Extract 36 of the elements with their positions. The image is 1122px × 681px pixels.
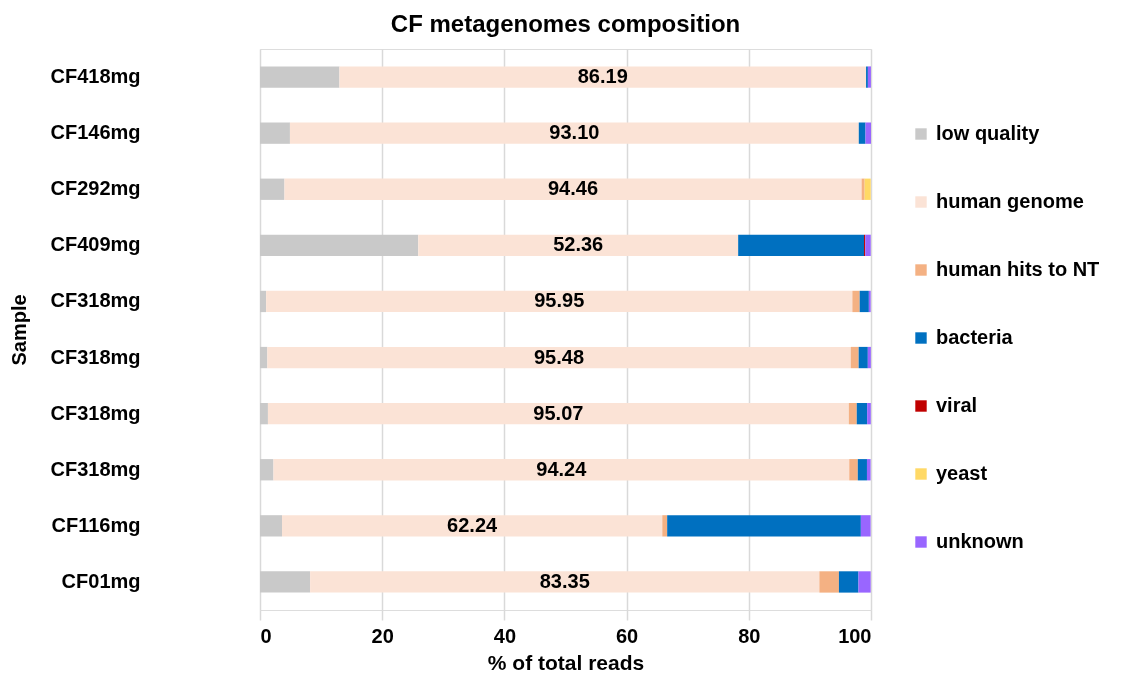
y-tick-label: CF116mg: [51, 513, 141, 536]
data-label: 94.46: [547, 177, 599, 200]
legend-label: viral: [936, 394, 978, 416]
y-axis-title: Sample: [7, 294, 30, 366]
legend-label: human hits to NT: [936, 258, 1100, 280]
y-tick-label: CF318mg: [50, 345, 141, 368]
y-tick-label: CF418mg: [50, 65, 141, 88]
legend-label: yeast: [936, 462, 988, 484]
data-label: 95.95: [534, 289, 585, 312]
data-label: 52.36: [553, 233, 604, 256]
legend-label: human genome: [936, 190, 1084, 212]
y-tick-label: CF146mg: [50, 121, 141, 144]
data-label: 93.10: [549, 121, 600, 144]
data-label: 83.35: [539, 569, 590, 592]
x-tick-label: 40: [493, 624, 517, 647]
y-tick-label: CF01mg: [61, 569, 141, 592]
legend-label: low quality: [936, 122, 1041, 144]
data-label: 86.19: [577, 65, 628, 88]
x-axis-title: % of total reads: [487, 650, 645, 674]
x-tick-label: 80: [738, 624, 761, 647]
y-tick-label: CF409mg: [50, 233, 141, 256]
y-tick-label: CF318mg: [50, 401, 141, 424]
x-tick-label: 100: [838, 624, 872, 647]
y-tick-label: CF318mg: [50, 289, 141, 312]
x-tick-label: 0: [260, 624, 272, 647]
legend-label: bacteria: [936, 326, 1014, 348]
data-label: 94.24: [536, 457, 588, 480]
data-label: 95.48: [533, 345, 585, 368]
x-tick-label: 20: [371, 624, 394, 647]
chart-title: CF metagenomes composition: [390, 10, 741, 37]
y-tick-label: CF318mg: [50, 457, 141, 480]
data-label: 62.24: [447, 513, 499, 536]
legend-label: unknown: [936, 530, 1024, 552]
y-tick-label: CF292mg: [50, 177, 141, 200]
data-label: 95.07: [533, 401, 584, 424]
x-tick-label: 60: [615, 624, 639, 647]
